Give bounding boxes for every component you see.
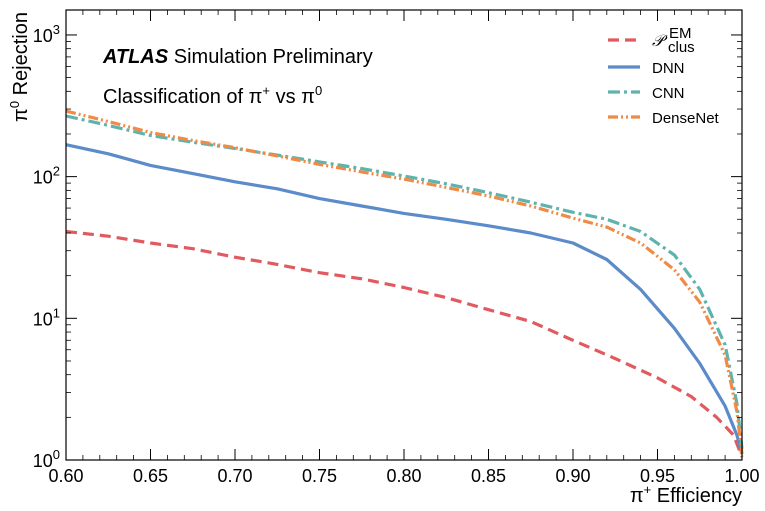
legend-label-sub: clus bbox=[668, 39, 695, 56]
y-tick-base: 10 bbox=[33, 168, 53, 188]
x-tick-label: 0.60 bbox=[48, 466, 83, 486]
x-axis-title-rest: Efficiency bbox=[651, 485, 742, 507]
x-tick-label: 0.65 bbox=[133, 466, 168, 486]
atlas-annotation: ATLAS Simulation Preliminary bbox=[102, 46, 373, 68]
x-axis-title: π+ Efficiency bbox=[630, 482, 742, 507]
y-tick-label: 102 bbox=[33, 164, 60, 188]
legend-label-main: 𝒫 bbox=[652, 31, 668, 50]
x-tick-label: 0.95 bbox=[640, 466, 675, 486]
y-tick-exp: 3 bbox=[53, 22, 60, 37]
y-tick-label: 101 bbox=[33, 305, 60, 329]
legend-label-2: DNN bbox=[652, 60, 685, 77]
y-tick-base: 10 bbox=[33, 451, 53, 471]
y-tick-exp: 1 bbox=[53, 305, 60, 320]
series-line-3 bbox=[65, 114, 744, 449]
y-tick-exp: 0 bbox=[53, 447, 60, 462]
classification-annotation: Classification of π+ vs π0 bbox=[103, 83, 322, 108]
plot-frame bbox=[65, 9, 743, 461]
x-tick-label: 0.75 bbox=[302, 466, 337, 486]
y-tick-label: 103 bbox=[33, 22, 60, 46]
legend-label-sup: EM bbox=[669, 25, 692, 42]
legend-label-4: DenseNet bbox=[652, 110, 720, 127]
x-tick-label: 1.00 bbox=[724, 466, 759, 486]
atlas-label: ATLAS bbox=[102, 46, 169, 68]
y-axis-title-sup: 0 bbox=[7, 101, 22, 108]
y-axis-title-rest: Rejection bbox=[10, 12, 32, 101]
series-line-2 bbox=[65, 143, 744, 455]
y-tick-exp: 2 bbox=[53, 164, 60, 179]
annot2-sup2: 0 bbox=[315, 83, 322, 98]
x-axis-title-main: π bbox=[630, 485, 644, 507]
annot2-a: Classification of π bbox=[103, 86, 262, 108]
annot2-sup1: + bbox=[262, 83, 270, 98]
atlas-subtitle: Simulation Preliminary bbox=[168, 46, 373, 68]
y-axis-title: π0 Rejection bbox=[7, 12, 32, 122]
x-tick-label: 0.85 bbox=[471, 466, 506, 486]
y-tick-label: 100 bbox=[33, 447, 60, 471]
tick-layer: 0.60 0.65 0.70 0.75 0.80 0.85 0.90 0.95 1.001001… bbox=[33, 10, 760, 486]
x-tick-label: 0.90 bbox=[555, 466, 590, 486]
series-line-1 bbox=[65, 229, 744, 458]
annot2-b: vs π bbox=[270, 86, 315, 108]
x-tick-label: 0.70 bbox=[217, 466, 252, 486]
legend-label-3: CNN bbox=[652, 85, 685, 102]
y-tick-base: 10 bbox=[33, 309, 53, 329]
y-axis-title-main: π bbox=[10, 108, 32, 122]
x-axis-title-sup: + bbox=[644, 482, 652, 497]
series-layer bbox=[65, 109, 744, 458]
y-tick-base: 10 bbox=[33, 26, 53, 46]
legend-label-1: 𝒫 bbox=[652, 31, 668, 50]
series-line-4 bbox=[65, 109, 744, 455]
x-tick-label: 0.80 bbox=[386, 466, 421, 486]
